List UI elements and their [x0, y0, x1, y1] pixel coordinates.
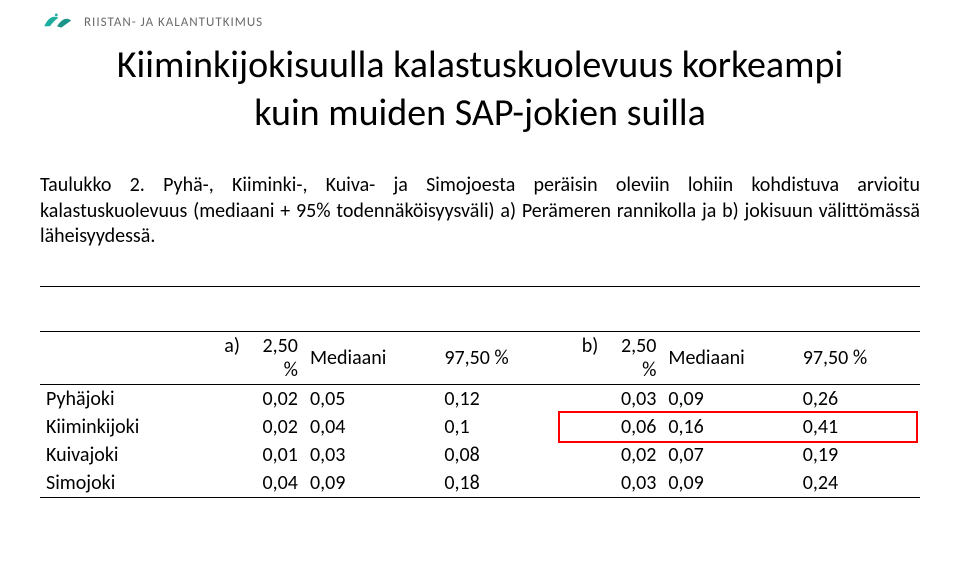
- cell-a-med: 0,04: [304, 413, 438, 441]
- label-a: a): [224, 334, 240, 358]
- cell-a-med: 0,09: [304, 469, 438, 498]
- table-row: Kiiminkijoki 0,02 0,04 0,1 0,06 0,16 0,4…: [40, 413, 920, 441]
- fish-swirl-icon: [40, 10, 74, 34]
- title-line-1: Kiiminkijokisuulla kalastuskuolevuus kor…: [117, 42, 843, 88]
- cell-name: Pyhäjoki: [40, 384, 208, 413]
- cell-a-high: 0,08: [438, 441, 561, 469]
- cell-a-high: 0,1: [438, 413, 561, 441]
- header-a-high: 97,50 %: [438, 331, 561, 384]
- header-a-med: Mediaani: [304, 331, 438, 384]
- cell-b-high: 0,19: [797, 441, 920, 469]
- label-b-low: 2,50 %: [621, 334, 656, 382]
- divider: [40, 286, 920, 287]
- cell-b-med: 0,16: [662, 413, 796, 441]
- caption-paragraph: Taulukko 2. Pyhä-, Kiiminki-, Kuiva- ja …: [40, 173, 920, 250]
- cell-name: Simojoki: [40, 469, 208, 498]
- label-b: b): [582, 334, 599, 358]
- cell-a-med: 0,05: [304, 384, 438, 413]
- table-row: Pyhäjoki 0,02 0,05 0,12 0,03 0,09 0,26: [40, 384, 920, 413]
- header-b: b) 2,50 %: [562, 331, 663, 384]
- logo: RIISTAN- JA KALANTUTKIMUS: [40, 10, 920, 34]
- data-table: a) 2,50 % Mediaani 97,50 % b) 2,50 % Med…: [40, 331, 920, 498]
- cell-b-high: 0,26: [797, 384, 920, 413]
- page-title: Kiiminkijokisuulla kalastuskuolevuus kor…: [40, 42, 920, 137]
- header-a: a) 2,50 %: [208, 331, 304, 384]
- table-row: Simojoki 0,04 0,09 0,18 0,03 0,09 0,24: [40, 469, 920, 498]
- cell-b-med: 0,09: [662, 384, 796, 413]
- logo-text: RIISTAN- JA KALANTUTKIMUS: [84, 15, 263, 30]
- cell-b-low: 0,06: [562, 413, 663, 441]
- label-a-low: 2,50 %: [263, 334, 298, 382]
- cell-name: Kiiminkijoki: [40, 413, 208, 441]
- title-line-2: kuin muiden SAP-jokien suilla: [254, 90, 706, 136]
- header-b-high: 97,50 %: [797, 331, 920, 384]
- cell-a-low: 0,01: [208, 441, 304, 469]
- cell-b-low: 0,03: [562, 469, 663, 498]
- cell-a-med: 0,03: [304, 441, 438, 469]
- table-header-row: a) 2,50 % Mediaani 97,50 % b) 2,50 % Med…: [40, 331, 920, 384]
- cell-b-low: 0,03: [562, 384, 663, 413]
- cell-b-high: 0,24: [797, 469, 920, 498]
- header-b-med: Mediaani: [662, 331, 796, 384]
- cell-a-low: 0,02: [208, 384, 304, 413]
- cell-a-low: 0,02: [208, 413, 304, 441]
- table-row: Kuivajoki 0,01 0,03 0,08 0,02 0,07 0,19: [40, 441, 920, 469]
- header-empty: [40, 331, 208, 384]
- page: RIISTAN- JA KALANTUTKIMUS Kiiminkijokisu…: [0, 0, 960, 572]
- cell-a-high: 0,18: [438, 469, 561, 498]
- cell-a-low: 0,04: [208, 469, 304, 498]
- cell-a-high: 0,12: [438, 384, 561, 413]
- cell-b-high: 0,41: [797, 413, 920, 441]
- cell-b-med: 0,09: [662, 469, 796, 498]
- cell-b-low: 0,02: [562, 441, 663, 469]
- data-table-wrap: a) 2,50 % Mediaani 97,50 % b) 2,50 % Med…: [40, 331, 920, 498]
- cell-b-med: 0,07: [662, 441, 796, 469]
- cell-name: Kuivajoki: [40, 441, 208, 469]
